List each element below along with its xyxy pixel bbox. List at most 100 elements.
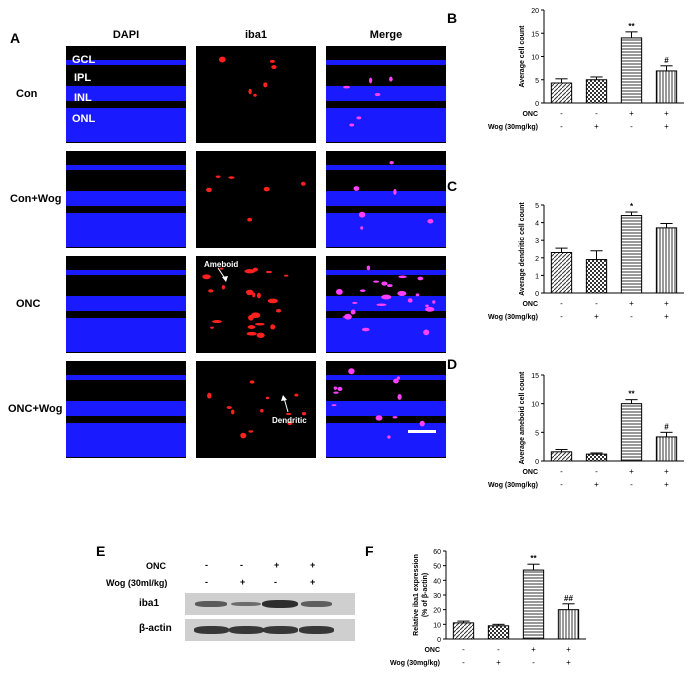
wog-sign-3: -	[532, 658, 535, 667]
significance-3: *	[630, 202, 634, 211]
y-tick-label: 10	[531, 402, 539, 409]
wog-sign-4: +	[566, 658, 571, 667]
wog-sign-2: +	[496, 658, 501, 667]
y-tick-label: 15	[531, 31, 539, 38]
row-label-onc: ONC	[16, 298, 41, 310]
wog-row-label: Wog (30mg/kg)	[390, 660, 440, 667]
onc-sign-4: +	[664, 467, 669, 476]
onc-sign-2: -	[497, 645, 500, 654]
wog-sign-2: +	[594, 480, 599, 489]
significance-3: **	[628, 22, 635, 31]
y-tick-label: 1	[535, 273, 539, 280]
blot-wog-sign-3: -	[274, 577, 277, 587]
micrograph-dapi-con-wog	[66, 151, 186, 248]
iba1-band-4	[300, 601, 332, 607]
panel-b-label: B	[447, 10, 458, 26]
micrograph-dapi-con	[66, 46, 186, 143]
y-tick-label: 10	[433, 622, 441, 629]
onc-sign-1: -	[560, 467, 563, 476]
annotation-arrows	[217, 267, 289, 413]
panel-a-label: A	[10, 30, 21, 46]
onc-row-label: ONC	[522, 301, 538, 308]
onc-sign-4: +	[664, 109, 669, 118]
y-tick-label: 15	[531, 373, 539, 380]
y-tick-label: 0	[535, 101, 539, 108]
onc-sign-3: +	[629, 109, 634, 118]
onc-row-label: ONC	[522, 469, 538, 476]
wog-sign-3: -	[630, 312, 633, 321]
blot-onc-sign-4: +	[310, 560, 316, 570]
onc-sign-2: -	[595, 109, 598, 118]
y-tick-label: 0	[535, 291, 539, 298]
onc-row-label: ONC	[424, 647, 440, 654]
micrograph-iba1-con-wog	[196, 151, 316, 248]
wog-sign-4: +	[664, 312, 669, 321]
blot-row-label-actin: β-actin	[139, 623, 172, 634]
bar-2	[585, 79, 608, 104]
annotation-dendritic: Dendritic	[272, 416, 307, 425]
column-label-dapi: DAPI	[112, 29, 140, 41]
y-tick-label: 40	[433, 578, 441, 585]
chart-b: 0 5 10 15 20 Average cell count - - - + ** + - # + + ONC…	[488, 8, 684, 131]
y-tick-label: 0	[437, 637, 441, 644]
bar-3	[620, 37, 643, 104]
wog-sign-3: -	[630, 480, 633, 489]
y-tick-label: 5	[535, 430, 539, 437]
chart-d: 0 5 10 15 Average ameboid cell count - - - + ** + -…	[488, 371, 684, 489]
panel-f-label: F	[365, 543, 374, 559]
y-axis-label: Average dendritic cell count	[519, 202, 526, 296]
y-tick-label: 2	[535, 256, 539, 263]
y-tick-label: 3	[535, 238, 539, 245]
y-tick-label: 30	[433, 593, 441, 600]
blot-onc-sign-2: -	[240, 560, 243, 570]
wog-sign-1: -	[560, 480, 563, 489]
micrograph-iba1-onc-wog	[196, 361, 316, 458]
wog-sign-1: -	[462, 658, 465, 667]
onc-sign-2: -	[595, 467, 598, 476]
bar-4	[557, 609, 580, 640]
wog-sign-1: -	[560, 122, 563, 131]
onc-sign-1: -	[560, 109, 563, 118]
onc-sign-3: +	[629, 299, 634, 308]
blot-iba1	[185, 593, 355, 615]
annotation-ameboid: Ameboid	[204, 260, 239, 269]
iba1-band-1	[195, 601, 227, 607]
y-tick-label: 4	[535, 221, 539, 228]
onc-row-label: ONC	[522, 111, 538, 118]
micrograph-iba1-con	[196, 46, 316, 143]
bar-1	[550, 252, 573, 294]
bar-3	[620, 403, 643, 462]
bar-2	[585, 259, 608, 294]
actin-band-2	[228, 626, 264, 634]
column-label-iba1: iba1	[244, 29, 267, 41]
chart-c: 0 1 2 3 4 5 Average dendritic cell count - - - + * +…	[488, 202, 684, 321]
actin-band-3	[262, 626, 298, 634]
onc-sign-1: -	[462, 645, 465, 654]
bar-4	[655, 436, 678, 462]
y-tick-label: 20	[531, 8, 539, 15]
micrograph-merge-onc	[326, 256, 446, 353]
micrograph-merge-onc-wog	[326, 361, 446, 458]
blot-wog-sign-1: -	[205, 577, 208, 587]
wog-row-label: Wog (30mg/kg)	[488, 314, 538, 321]
y-tick-label: 60	[433, 549, 441, 556]
wog-sign-4: +	[664, 122, 669, 131]
y-axis-label-2: (% of β-actin)	[422, 573, 429, 617]
bar-4	[655, 227, 678, 294]
layer-label-inl: INL	[74, 92, 92, 104]
blot-wog-sign-4: +	[310, 577, 316, 587]
blot-actin	[185, 619, 355, 641]
layer-label-onl: ONL	[72, 113, 96, 125]
micrograph-dapi-onc-wog	[66, 361, 186, 458]
onc-sign-4: +	[566, 645, 571, 654]
onc-sign-4: +	[664, 299, 669, 308]
micrograph-merge-con	[326, 46, 446, 143]
y-tick-label: 20	[433, 608, 441, 615]
onc-sign-1: -	[560, 299, 563, 308]
panel-e-label: E	[96, 543, 106, 559]
bar-1	[550, 82, 573, 104]
blot-onc-sign-3: +	[274, 560, 280, 570]
row-label-onc-wog: ONC+Wog	[8, 403, 63, 415]
significance-3: **	[628, 390, 635, 399]
row-label-con-wog: Con+Wog	[10, 193, 62, 205]
